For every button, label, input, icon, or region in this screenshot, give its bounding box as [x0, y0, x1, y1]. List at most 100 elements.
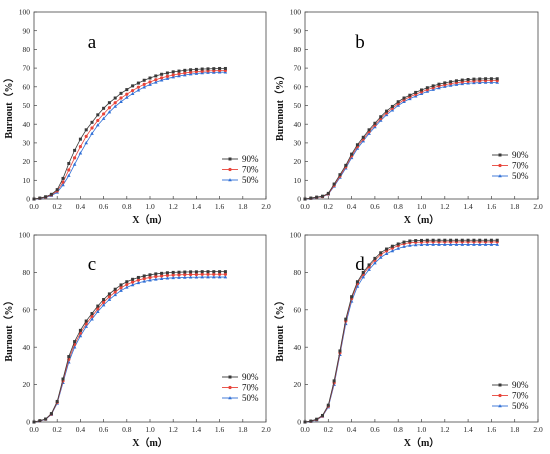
data-point	[309, 196, 313, 200]
y-tick-label: 70	[294, 64, 302, 73]
data-point	[402, 244, 406, 248]
data-point	[102, 300, 106, 304]
data-point	[119, 286, 123, 290]
chart-panel-a: 0.0 0.2 0.4 0.6 0.8 1.0 1.2 1.4 1.6 1.8 2.0 0 10 20 30…	[2, 8, 271, 226]
data-point	[390, 248, 395, 253]
data-point	[125, 95, 129, 99]
panel-label: b	[355, 32, 365, 53]
data-point	[90, 120, 94, 124]
y-tick-label: 0	[26, 195, 30, 204]
data-point	[125, 285, 129, 289]
data-point	[159, 78, 164, 82]
x-tick-label: 0.8	[122, 202, 132, 211]
legend-label: 90%	[512, 380, 529, 390]
x-tick-label: 0.4	[347, 202, 357, 211]
data-point	[420, 238, 423, 242]
x-tick-label: 1.0	[145, 202, 155, 211]
data-point	[113, 290, 117, 294]
x-tick-label: 0.4	[76, 425, 86, 434]
data-point	[320, 194, 324, 198]
data-point	[223, 272, 227, 276]
data-point	[32, 197, 36, 201]
y-tick-label: 100	[290, 8, 302, 17]
x-tick-label: 1.6	[487, 202, 497, 211]
data-point	[454, 242, 459, 246]
data-point	[72, 162, 77, 166]
x-tick-label: 0.0	[300, 425, 310, 434]
data-point	[90, 314, 94, 318]
data-point	[90, 312, 94, 316]
y-tick-label: 80	[23, 268, 31, 277]
data-point	[96, 113, 100, 117]
data-point	[466, 78, 470, 82]
data-point	[148, 273, 152, 277]
legend-label: 70%	[512, 391, 529, 401]
chart-panel-d: 0.0 0.2 0.4 0.6 0.8 1.0 1.2 1.4 1.6 1.8 2.0 0 20 40 60…	[273, 231, 543, 449]
data-point	[136, 275, 140, 279]
data-point	[78, 151, 83, 155]
data-point	[437, 242, 441, 246]
data-point	[131, 84, 135, 88]
data-point	[194, 67, 198, 71]
y-axis-label: Burnout（%）	[2, 72, 15, 138]
legend-label: 70%	[242, 165, 259, 175]
y-tick-label: 20	[23, 380, 31, 389]
data-point	[38, 419, 42, 423]
data-point	[136, 88, 141, 92]
series-line	[304, 244, 498, 423]
data-point	[67, 173, 71, 177]
data-point	[443, 238, 447, 242]
data-point	[38, 196, 42, 200]
x-tick-label: 2.0	[533, 202, 543, 211]
x-tick-label: 0.2	[53, 425, 63, 434]
legend-label: 50%	[242, 393, 259, 403]
data-point	[212, 275, 216, 279]
data-point	[449, 80, 453, 84]
legend-marker	[228, 157, 232, 161]
data-point	[113, 292, 117, 297]
data-point	[472, 77, 476, 81]
y-tick-label: 100	[19, 231, 31, 240]
data-point	[449, 238, 453, 242]
x-axis-label: X（m）	[404, 436, 440, 449]
y-tick-label: 20	[294, 157, 302, 166]
data-point	[102, 112, 106, 116]
data-point	[107, 292, 111, 296]
data-point	[171, 73, 175, 77]
x-tick-label: 1.8	[510, 425, 520, 434]
data-point	[107, 297, 112, 301]
y-tick-label: 40	[294, 120, 302, 129]
data-point	[443, 81, 447, 85]
series-90pct	[32, 66, 227, 201]
y-axis-label: Burnout（%）	[273, 295, 286, 361]
data-point	[160, 72, 164, 76]
data-point	[206, 275, 210, 279]
data-point	[206, 67, 210, 71]
data-point	[495, 77, 499, 81]
data-point	[119, 99, 123, 104]
series-line	[33, 71, 226, 200]
x-tick-label: 1.2	[169, 425, 179, 434]
x-tick-label: 1.8	[238, 202, 248, 211]
legend-label: 70%	[242, 383, 259, 393]
data-point	[212, 270, 216, 274]
data-point	[454, 79, 458, 83]
legend: 90%70%50%	[492, 150, 529, 181]
data-point	[113, 287, 117, 291]
x-tick-label: 0.0	[29, 202, 39, 211]
data-point	[303, 420, 307, 424]
data-point	[484, 238, 488, 242]
data-point	[67, 355, 71, 359]
plot-frame	[304, 11, 539, 200]
data-point	[119, 96, 123, 100]
data-point	[477, 242, 482, 246]
data-point	[90, 126, 94, 130]
data-point	[78, 145, 82, 149]
y-tick-label: 40	[23, 120, 31, 129]
data-point	[55, 188, 59, 192]
y-tick-label: 0	[297, 195, 301, 204]
data-point	[460, 238, 464, 242]
data-point	[177, 275, 181, 279]
x-tick-label: 0.6	[370, 202, 380, 211]
x-tick-label: 0.8	[394, 425, 404, 434]
